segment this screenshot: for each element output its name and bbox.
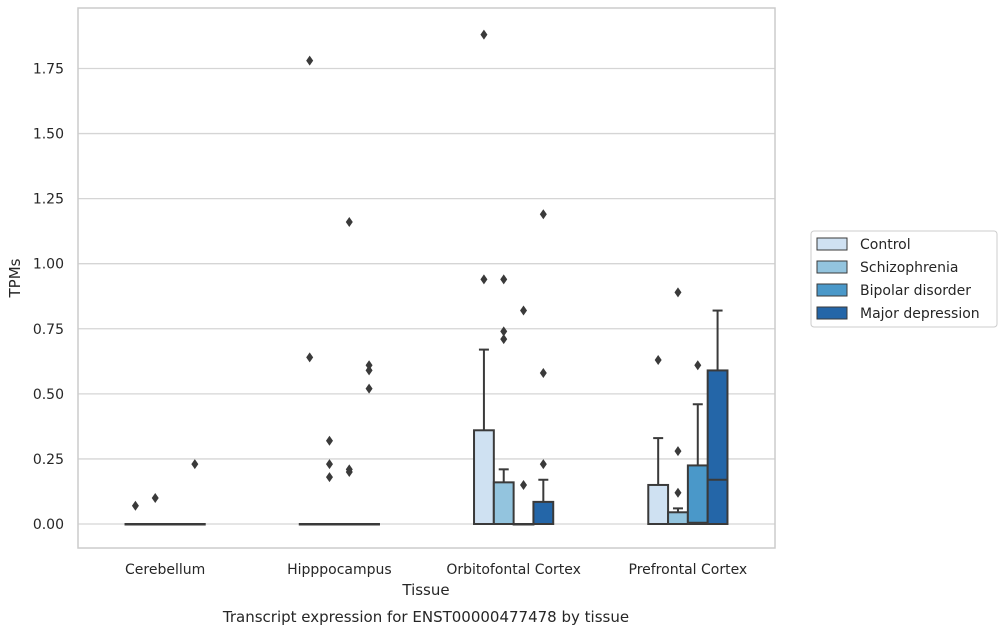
box-group xyxy=(318,435,341,526)
outlier-point xyxy=(480,274,488,285)
outlier-point xyxy=(520,479,528,490)
y-tick-label: 0.25 xyxy=(33,452,64,468)
box xyxy=(532,500,555,526)
chart-caption: Transcript expression for ENST0000047747… xyxy=(222,608,629,626)
y-tick-label: 0.00 xyxy=(33,517,64,533)
box-group xyxy=(686,360,709,525)
outlier-point xyxy=(500,326,508,337)
box-group xyxy=(706,309,729,525)
legend-swatch xyxy=(816,283,848,297)
plot-marks xyxy=(124,29,729,526)
outlier-point xyxy=(151,492,159,503)
outlier-point xyxy=(674,487,682,498)
legend: Control Schizophrenia Bipolar disorder Majo… xyxy=(810,230,998,328)
outlier-point xyxy=(325,435,333,446)
box xyxy=(686,464,709,525)
box-group xyxy=(124,500,147,526)
grid-lines xyxy=(78,67,775,525)
outlier-point xyxy=(674,446,682,457)
y-tick-label: 0.50 xyxy=(33,387,64,403)
box-group xyxy=(532,209,555,526)
box-group xyxy=(298,55,321,526)
x-tick-label: Prefrontal Cortex xyxy=(629,562,748,578)
x-tick-labels: Cerebellum Hipppocampus Orbitofontal Corte… xyxy=(125,562,747,578)
box xyxy=(706,369,729,525)
outlier-point xyxy=(654,355,662,366)
plot-frame xyxy=(77,7,776,549)
outlier-point xyxy=(365,365,373,376)
legend-label: Bipolar disorder xyxy=(860,283,971,299)
box-group xyxy=(512,305,535,526)
legend-label: Major depression xyxy=(860,306,980,322)
outlier-point xyxy=(306,55,314,66)
outlier-point xyxy=(674,287,682,298)
y-tick-label: 1.75 xyxy=(33,61,64,77)
x-axis-label: Tissue xyxy=(401,581,449,599)
box xyxy=(473,429,495,525)
legend-label: Control xyxy=(860,237,911,253)
outlier-point xyxy=(325,472,333,483)
box xyxy=(667,511,689,525)
legend-label: Schizophrenia xyxy=(860,260,958,276)
y-axis-label: TPMs xyxy=(6,258,24,298)
outlier-point xyxy=(539,459,547,470)
outlier-point xyxy=(306,352,314,363)
y-tick-labels: 0.00 0.25 0.50 0.75 1.00 1.25 1.50 1.75 xyxy=(33,61,64,533)
box-group xyxy=(492,274,515,525)
box xyxy=(492,481,515,525)
y-tick-label: 1.50 xyxy=(33,127,64,143)
outlier-point xyxy=(500,334,508,345)
outlier-point xyxy=(365,383,373,394)
outlier-point xyxy=(539,209,547,220)
y-tick-label: 1.25 xyxy=(33,192,64,208)
box-group xyxy=(183,459,206,526)
legend-swatch xyxy=(816,306,848,320)
outlier-point xyxy=(539,368,547,379)
outlier-point xyxy=(480,29,488,40)
box-group xyxy=(164,523,186,526)
y-tick-label: 0.75 xyxy=(33,322,64,338)
x-tick-label: Orbitofontal Cortex xyxy=(446,562,581,578)
outlier-point xyxy=(345,464,353,475)
box-group xyxy=(667,287,689,525)
outlier-point xyxy=(345,217,353,228)
outlier-point xyxy=(131,500,139,511)
outlier-point xyxy=(694,360,702,371)
x-tick-label: Hipppocampus xyxy=(287,562,392,578)
y-tick-label: 1.00 xyxy=(33,257,64,273)
outlier-point xyxy=(520,305,528,316)
outlier-point xyxy=(191,459,199,470)
box xyxy=(647,483,670,525)
x-tick-label: Cerebellum xyxy=(125,562,205,578)
box-group xyxy=(647,355,670,525)
box-group xyxy=(358,360,380,526)
outlier-point xyxy=(365,360,373,371)
legend-frame xyxy=(810,230,998,328)
legend-swatch xyxy=(816,237,848,251)
box-group xyxy=(473,29,495,525)
legend-swatch xyxy=(816,260,848,274)
outlier-point xyxy=(500,274,508,285)
outlier-point xyxy=(325,459,333,470)
box-group xyxy=(144,492,167,526)
